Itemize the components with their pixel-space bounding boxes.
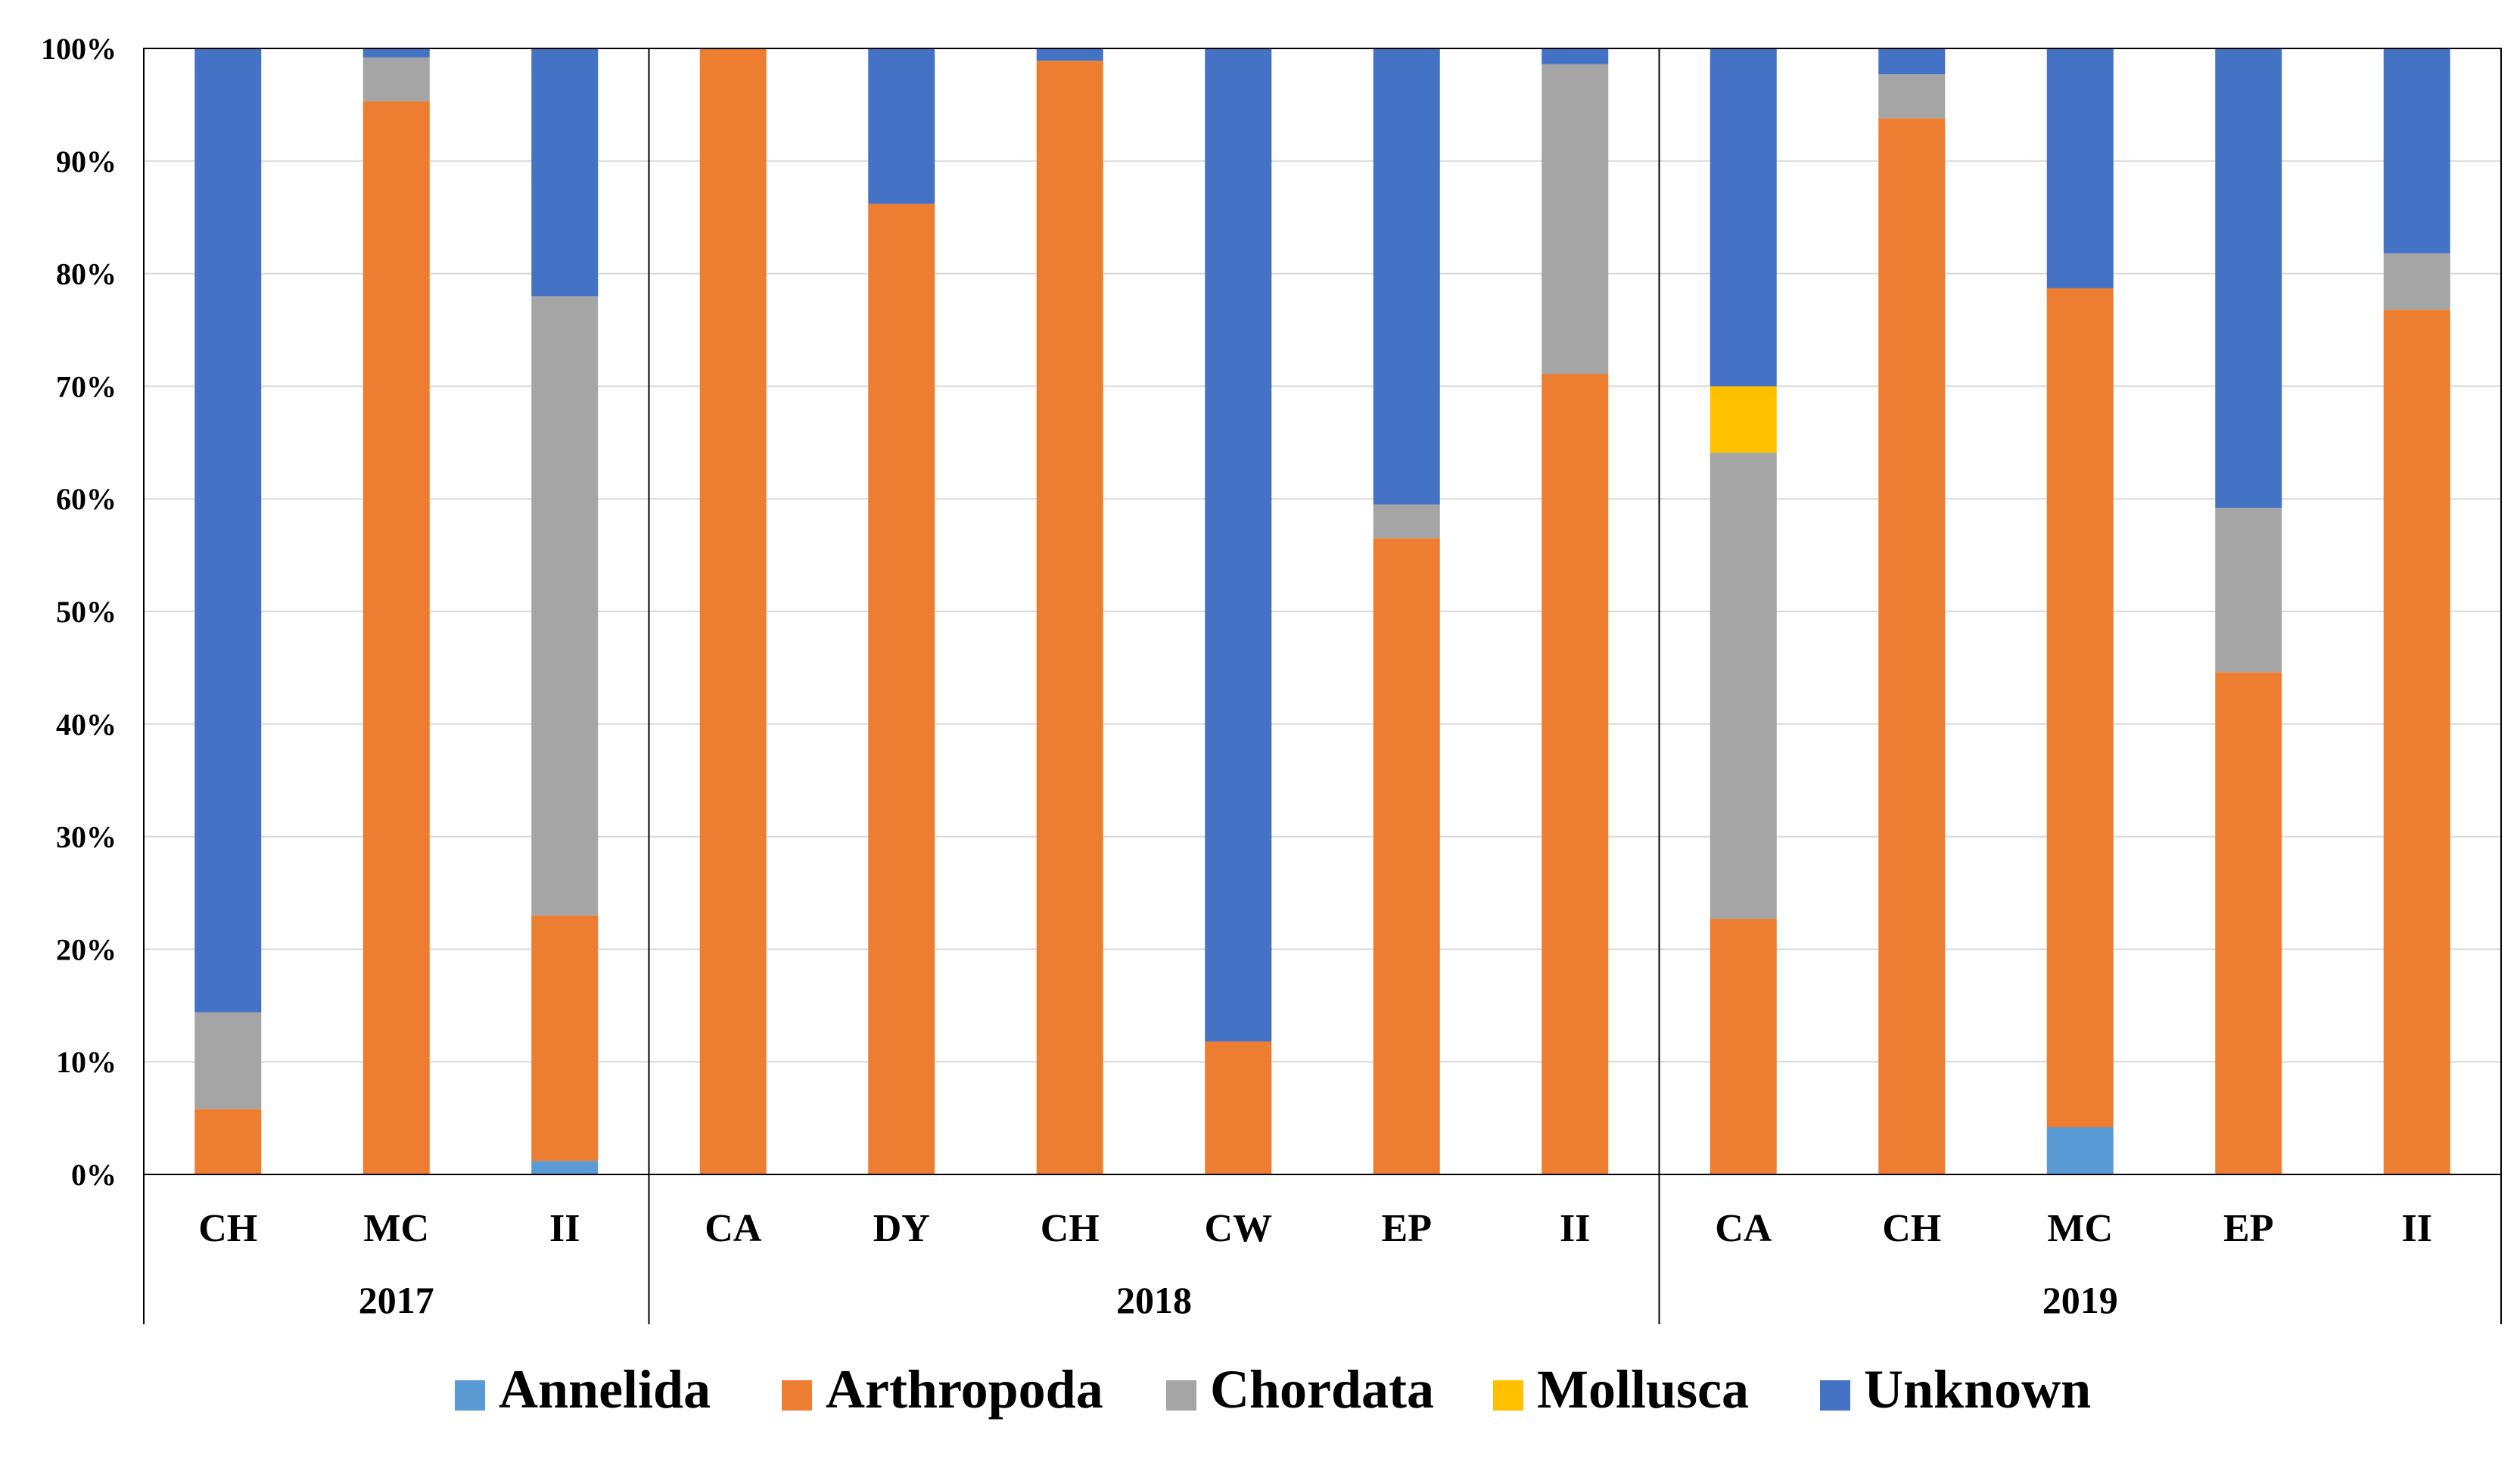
x-category-label: MC xyxy=(2047,1207,2113,1250)
legend-swatch-mollusca xyxy=(1493,1380,1523,1411)
x-group-label: 2018 xyxy=(1116,1279,1192,1321)
bar-arthropoda-2017-ch xyxy=(194,1109,262,1174)
bar-chordata-2018-ep xyxy=(1373,504,1440,539)
y-tick-label: 60% xyxy=(56,482,117,516)
legend-label-chordata: Chordata xyxy=(1210,1359,1434,1420)
bar-unknown-2018-dy xyxy=(868,48,935,204)
legend-label-mollusca: Mollusca xyxy=(1537,1359,1749,1420)
y-tick-label: 90% xyxy=(56,145,117,179)
x-category-label: II xyxy=(1560,1207,1590,1250)
bar-arthropoda-2019-ca xyxy=(1710,919,1777,1174)
bar-unknown-2017-mc xyxy=(362,48,430,58)
y-tick-label: 20% xyxy=(56,932,117,966)
bar-arthropoda-2018-cw xyxy=(1205,1041,1272,1174)
y-tick-label: 30% xyxy=(56,820,117,854)
x-category-label: CH xyxy=(198,1207,257,1250)
bar-unknown-2018-ii xyxy=(1542,48,1609,64)
legend-label-arthropoda: Arthropoda xyxy=(826,1359,1103,1420)
bars xyxy=(194,48,2450,1175)
y-tick-label: 80% xyxy=(56,257,117,291)
legend-swatch-annelida xyxy=(455,1380,485,1411)
legend-swatch-chordata xyxy=(1166,1380,1196,1411)
x-category-label: CA xyxy=(1715,1207,1772,1250)
legend-label-annelida: Annelida xyxy=(499,1359,711,1420)
x-category-label: CH xyxy=(1882,1207,1941,1250)
bar-unknown-2018-cw xyxy=(1205,48,1272,1042)
bar-chordata-2017-ii xyxy=(531,296,599,916)
bar-unknown-2019-mc xyxy=(2046,48,2114,288)
bar-arthropoda-2017-ii xyxy=(531,915,599,1162)
bar-mollusca-2019-ca xyxy=(1710,386,1777,453)
y-tick-label: 70% xyxy=(56,369,117,403)
x-category-label: MC xyxy=(363,1207,429,1250)
x-group-label: 2019 xyxy=(2042,1279,2118,1321)
plot-border xyxy=(143,48,2502,1175)
bar-unknown-2019-ep xyxy=(2215,48,2282,509)
bar-chordata-2019-ca xyxy=(1710,453,1777,919)
bar-unknown-2017-ch xyxy=(194,48,262,1013)
x-category-label: CW xyxy=(1204,1207,1272,1250)
axis-frame xyxy=(143,48,2502,1324)
legend-swatch-unknown xyxy=(1820,1380,1850,1411)
bar-arthropoda-2019-ep xyxy=(2215,672,2282,1174)
bar-chordata-2019-ii xyxy=(2383,253,2450,310)
y-tick-label: 0% xyxy=(71,1158,117,1192)
y-tick-label: 10% xyxy=(56,1045,117,1079)
x-category-label: DY xyxy=(873,1207,930,1250)
bar-chordata-2017-mc xyxy=(362,57,430,101)
x-category-label: II xyxy=(2402,1207,2432,1250)
x-group-label: 2017 xyxy=(359,1279,434,1321)
bar-unknown-2019-ca xyxy=(1710,48,1777,387)
bar-unknown-2017-ii xyxy=(531,48,599,297)
bar-arthropoda-2018-ep xyxy=(1373,538,1440,1174)
x-axis-labels: CH MC II 2017 CA DY CH CW EP II 2018 CA CH MC EP II 2019 xyxy=(198,1207,2432,1321)
bar-arthropoda-2017-mc xyxy=(362,101,430,1174)
legend-label-unknown: Unknown xyxy=(1864,1359,2091,1420)
y-tick-label: 50% xyxy=(56,595,117,629)
bar-arthropoda-2019-ii xyxy=(2383,310,2450,1174)
bar-arthropoda-2018-dy xyxy=(868,204,935,1174)
legend: Annelida Arthropoda Chordata Mollusca Unknow… xyxy=(455,1359,2091,1420)
bar-unknown-2019-ii xyxy=(2383,48,2450,254)
bar-chordata-2018-ii xyxy=(1542,64,1609,375)
x-category-label: II xyxy=(549,1207,580,1250)
x-category-label: CA xyxy=(705,1207,762,1250)
bar-arthropoda-2019-mc xyxy=(2046,288,2114,1128)
bar-arthropoda-2018-ca xyxy=(699,48,767,1174)
bar-arthropoda-2018-ch xyxy=(1036,61,1103,1174)
bar-arthropoda-2019-ch xyxy=(1878,118,1946,1175)
legend-swatch-arthropoda xyxy=(782,1380,812,1411)
gridlines xyxy=(144,48,2501,1175)
bar-arthropoda-2018-ii xyxy=(1542,374,1609,1175)
x-category-label: CH xyxy=(1041,1207,1100,1250)
x-category-label: EP xyxy=(2223,1207,2273,1250)
bar-annelida-2017-ii xyxy=(531,1161,599,1174)
bar-chordata-2017-ch xyxy=(194,1012,262,1109)
bar-chordata-2019-ep xyxy=(2215,508,2282,673)
bar-annelida-2019-mc xyxy=(2046,1127,2114,1174)
x-category-label: EP xyxy=(1382,1207,1432,1250)
y-tick-label: 40% xyxy=(56,708,117,742)
bar-unknown-2018-ep xyxy=(1373,48,1440,505)
y-tick-label: 100% xyxy=(41,32,117,66)
bar-unknown-2018-ch xyxy=(1036,48,1103,61)
y-axis-ticks: 0% 10% 20% 30% 40% 50% 60% 70% 80% 90% 100% xyxy=(41,32,117,1192)
bar-chordata-2019-ch xyxy=(1878,74,1946,119)
bar-unknown-2019-ch xyxy=(1878,48,1946,75)
